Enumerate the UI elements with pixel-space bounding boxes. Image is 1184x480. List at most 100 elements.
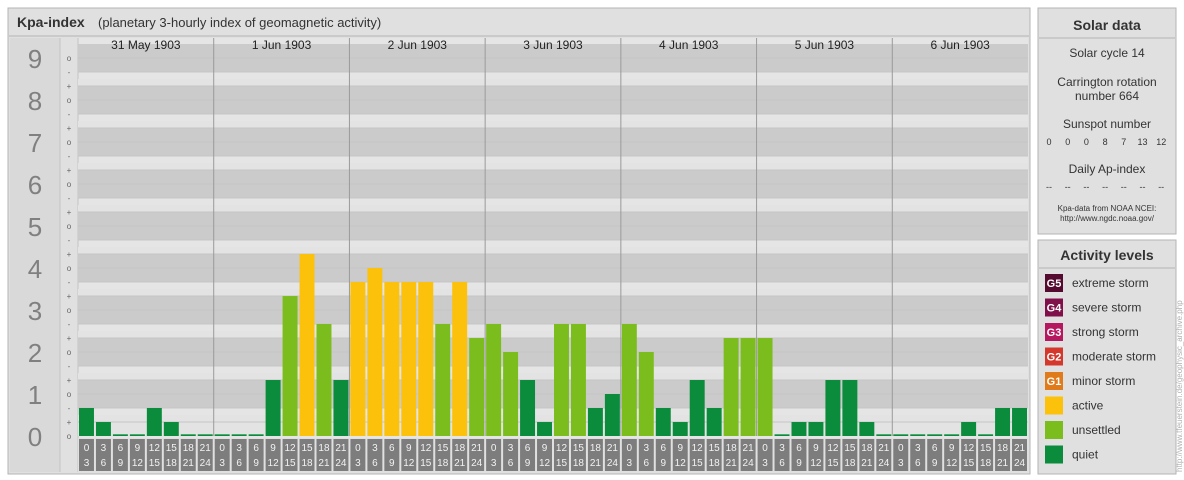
legend-badge: G3: [1047, 327, 1062, 339]
sunspot-value: 0: [1065, 137, 1070, 147]
interval-start: 9: [813, 443, 819, 454]
interval-end: 18: [166, 458, 178, 469]
interval-cell: [961, 439, 977, 471]
kp-bar: [384, 281, 400, 436]
interval-start: 0: [898, 443, 904, 454]
kp-bar: [740, 338, 756, 436]
interval-end: 15: [692, 458, 704, 469]
day-label: 4 Jun 1903: [659, 38, 719, 52]
kp-bar: [146, 407, 162, 436]
y-label-8: 8: [28, 86, 42, 116]
kp-bar: [570, 323, 586, 436]
interval-end: 18: [709, 458, 721, 469]
carrington-line1: Carrington rotation: [1057, 75, 1156, 89]
interval-end: 21: [861, 458, 873, 469]
interval-start: 3: [508, 443, 514, 454]
y-level-column: [10, 38, 60, 472]
kp-bar: [214, 434, 230, 436]
interval-start: 3: [101, 443, 107, 454]
kp-bar: [401, 281, 417, 436]
legend-badge: G2: [1047, 352, 1062, 364]
kp-bar: [503, 352, 519, 436]
kp-bar: [435, 323, 451, 436]
y-sublabel: +: [67, 208, 72, 217]
interval-cell: [876, 439, 892, 471]
interval-cell: [384, 439, 400, 471]
interval-start: 12: [284, 443, 296, 454]
interval-cell: [367, 439, 383, 471]
interval-start: 3: [779, 443, 785, 454]
interval-end: 9: [660, 458, 666, 469]
y-sublabel: o: [67, 390, 72, 399]
day-label: 5 Jun 1903: [795, 38, 855, 52]
interval-end: 12: [403, 458, 415, 469]
interval-start: 12: [827, 443, 839, 454]
interval-cell: [757, 439, 773, 471]
y-sublabel: -: [68, 68, 71, 77]
kp-bar: [367, 268, 383, 436]
kp-bar: [333, 380, 349, 436]
interval-start: 3: [644, 443, 650, 454]
interval-cell: [740, 439, 756, 471]
kp-bar: [723, 338, 739, 436]
interval-end: 21: [183, 458, 195, 469]
interval-cell: [214, 439, 230, 471]
interval-start: 12: [420, 443, 432, 454]
interval-cell: [520, 439, 536, 471]
interval-start: 18: [590, 443, 602, 454]
kp-bar: [672, 422, 688, 436]
interval-cell: [333, 439, 349, 471]
interval-cell: [282, 439, 298, 471]
activity-legend: G5 extreme storm G4 severe storm G3 strong st…: [1045, 274, 1156, 464]
sunspot-value: 13: [1137, 137, 1147, 147]
interval-start: 15: [437, 443, 449, 454]
interval-cell: [146, 439, 162, 471]
interval-end: 6: [644, 458, 650, 469]
interval-end: 24: [335, 458, 347, 469]
interval-cell: [791, 439, 807, 471]
interval-start: 3: [236, 443, 242, 454]
legend-badge: G5: [1047, 278, 1062, 290]
legend-swatch: [1045, 372, 1063, 390]
kp-bar: [248, 434, 264, 436]
interval-end: 18: [844, 458, 856, 469]
y-label-7: 7: [28, 128, 42, 158]
interval-end: 6: [915, 458, 921, 469]
source-line1: Kpa-data from NOAA NCEI:: [1058, 204, 1157, 213]
y-sublabel: +: [67, 124, 72, 133]
kp-bar: [554, 323, 569, 436]
legend-label: quiet: [1072, 448, 1099, 462]
interval-cell: [774, 439, 790, 471]
y-axis-labels: 0 1 2 3 4 5 6 7 8 9: [28, 44, 42, 452]
interval-cell: [316, 439, 332, 471]
y-sublevel-column: [60, 38, 78, 472]
interval-end: 12: [675, 458, 687, 469]
interval-start: 18: [183, 443, 195, 454]
interval-end: 21: [997, 458, 1009, 469]
interval-end: 9: [389, 458, 395, 469]
interval-end: 3: [84, 458, 90, 469]
interval-end: 24: [878, 458, 890, 469]
interval-end: 6: [372, 458, 378, 469]
interval-cell: [689, 439, 705, 471]
interval-start: 9: [949, 443, 955, 454]
interval-start: 6: [253, 443, 259, 454]
kp-bar: [757, 338, 773, 436]
day-label: 3 Jun 1903: [523, 38, 583, 52]
sunspot-value: 8: [1103, 137, 1108, 147]
kp-bar: [231, 434, 247, 436]
interval-end: 9: [525, 458, 531, 469]
activity-heading: Activity levels: [1060, 247, 1154, 263]
interval-start: 9: [270, 443, 276, 454]
y-sublabel: -: [68, 362, 71, 371]
interval-end: 18: [437, 458, 449, 469]
y-sublabel: +: [67, 166, 72, 175]
legend-swatch: [1045, 396, 1063, 415]
interval-end: 6: [236, 458, 242, 469]
interval-end: 24: [200, 458, 212, 469]
interval-end: 15: [284, 458, 296, 469]
kp-bar: [95, 422, 111, 436]
interval-end: 24: [471, 458, 483, 469]
y-sublabel: o: [67, 348, 72, 357]
interval-start: 15: [980, 443, 992, 454]
